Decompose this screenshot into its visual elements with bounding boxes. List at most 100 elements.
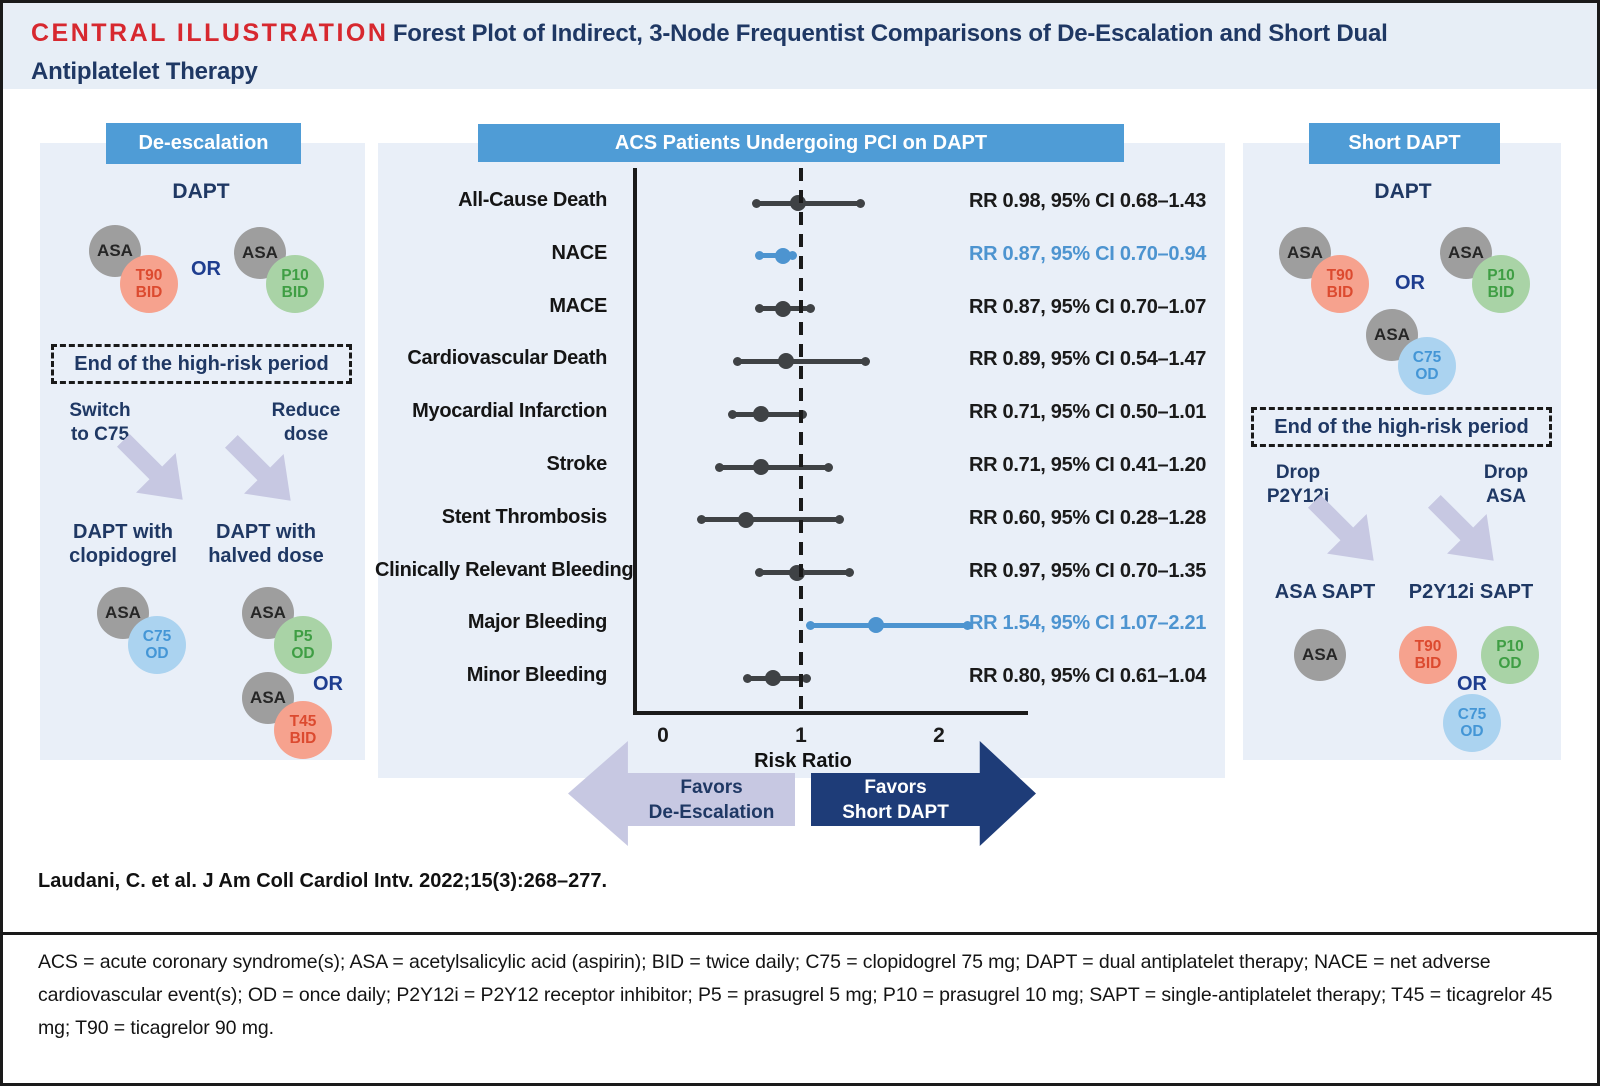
central-illustration-label: CENTRAL ILLUSTRATION — [31, 19, 389, 47]
ci-cap-low — [697, 515, 707, 525]
c75-od-circle: C75 OD — [1443, 694, 1501, 752]
abbreviations-footnote: ACS = acute coronary syndrome(s); ASA = … — [38, 951, 1553, 1039]
drop-p2y12i-arrow-icon — [1307, 489, 1374, 578]
outcome-label: Clinically Relevant Bleeding — [375, 558, 634, 581]
rr-point-marker — [777, 353, 794, 370]
ci-cap-low — [752, 198, 762, 208]
asa-circle: ASA — [242, 672, 294, 724]
favors-short-dapt-label: Favors Short DAPT — [842, 776, 949, 823]
rr-point-marker — [752, 459, 769, 475]
ci-cap-high — [788, 251, 798, 261]
t90-bid-circle: T90 BID — [1399, 626, 1457, 684]
asa-circle: ASA — [1294, 629, 1346, 681]
rr-ci-text: RR 0.89, 95% CI 0.54–1.47 — [969, 348, 1207, 371]
ci-line — [756, 200, 861, 206]
drop-p2y12i-label: Drop P2Y12i — [1266, 462, 1330, 507]
rr-point-marker — [737, 511, 754, 528]
rr-ci-text: RR 0.87, 95% CI 0.70–1.07 — [969, 295, 1207, 318]
p10-bid-circle: P10 BID — [266, 255, 324, 313]
rr-point-marker — [867, 617, 884, 634]
drop-asa-label: Drop ASA — [1483, 462, 1529, 507]
title-band: CENTRAL ILLUSTRATION Forest Plot of Indi… — [3, 3, 1597, 89]
rr-ci-text: RR 0.98, 95% CI 0.68–1.43 — [969, 190, 1207, 212]
ci-cap-low — [755, 568, 765, 578]
switch-to-c75-label: Switch to C75 — [69, 400, 131, 445]
outcome-label: NACE — [551, 241, 608, 264]
citation: Laudani, C. et al. J Am Coll Cardiol Int… — [38, 870, 608, 892]
dapt-label: DAPT — [172, 180, 230, 203]
outcome-label: Major Bleeding — [467, 611, 607, 634]
p2y12i-sapt-label: P2Y12i SAPT — [1408, 581, 1534, 603]
asa-sapt-label: ASA SAPT — [1274, 581, 1376, 603]
reduce-dose-label: Reduce dose — [271, 400, 341, 445]
favors-de-escalation-label: Favors De-Escalation — [648, 776, 775, 823]
outcome-label: Cardiovascular Death — [407, 347, 607, 370]
ci-cap-high — [855, 198, 865, 208]
figure-title-text: Forest Plot of Indirect, 3-Node Frequent… — [31, 20, 1388, 85]
ci-cap-high — [824, 462, 834, 472]
rr-point-marker — [775, 247, 792, 264]
rr-point-marker — [752, 406, 769, 423]
outcome-label: Myocardial Infarction — [412, 400, 607, 423]
or-label: OR — [313, 673, 343, 695]
outcome-label: Stroke — [546, 453, 608, 475]
x-axis-line — [633, 711, 1028, 715]
rr-ci-text: RR 0.60, 95% CI 0.28–1.28 — [969, 506, 1207, 529]
t90-bid-circle: T90 BID — [120, 255, 178, 313]
ci-line — [701, 517, 840, 523]
high-risk-period-box: End of the high-risk period — [51, 344, 352, 384]
x-axis-title: Risk Ratio — [754, 750, 852, 772]
ci-cap-low — [755, 304, 765, 314]
rr-ci-text: RR 0.71, 95% CI 0.41–1.20 — [969, 454, 1207, 476]
ci-cap-high — [861, 356, 871, 366]
ci-cap-low — [733, 356, 743, 366]
short-dapt-header: Short DAPT — [1309, 123, 1500, 164]
or-label: OR — [1395, 272, 1425, 294]
p10-od-circle: P10 OD — [1481, 626, 1539, 684]
rr-ci-text: RR 0.80, 95% CI 0.61–1.04 — [969, 665, 1207, 688]
ci-cap-high — [835, 515, 845, 525]
rr-ci-text: RR 0.71, 95% CI 0.50–1.01 — [969, 401, 1207, 424]
figure-title: CENTRAL ILLUSTRATION Forest Plot of Indi… — [31, 16, 1576, 92]
ci-line — [719, 464, 829, 470]
reduce-arrow-icon — [224, 429, 291, 518]
c75-od-circle: C75 OD — [1398, 337, 1456, 395]
dapt-with-halved-dose-label: DAPT with halved dose — [208, 521, 324, 567]
ci-cap-low — [742, 673, 752, 683]
y-axis-line — [633, 168, 637, 713]
t90-bid-circle: T90 BID — [1311, 255, 1369, 313]
outcome-label: All-Cause Death — [458, 189, 607, 211]
ci-cap-high — [963, 620, 973, 630]
x-axis-tick-label: 2 — [933, 724, 945, 747]
outcome-label: MACE — [549, 294, 607, 317]
dapt-with-clopidogrel-label: DAPT with clopidogrel — [69, 521, 177, 567]
drop-asa-arrow-icon — [1427, 489, 1494, 578]
dapt-label: DAPT — [1374, 180, 1432, 203]
high-risk-period-box: End of the high-risk period — [1251, 407, 1552, 447]
ci-cap-high — [844, 568, 854, 578]
c75-od-circle: C75 OD — [128, 616, 186, 674]
rr-ci-text: RR 1.54, 95% CI 1.07–2.21 — [969, 612, 1207, 635]
rr-point-marker — [765, 670, 782, 687]
footer-divider — [3, 932, 1597, 935]
x-axis-tick-label: 0 — [657, 724, 669, 747]
forest-plot-header: ACS Patients Undergoing PCI on DAPT — [478, 124, 1124, 162]
outcome-label: Stent Thrombosis — [441, 505, 608, 528]
p5-od-circle: P5 OD — [274, 616, 332, 674]
asa-circle: ASA — [234, 227, 286, 279]
rr-ci-text: RR 0.97, 95% CI 0.70–1.35 — [969, 559, 1207, 582]
asa-circle: ASA — [1440, 227, 1492, 279]
switch-arrow-icon — [116, 428, 183, 517]
rr-ci-text: RR 0.87, 95% CI 0.70–0.94 — [969, 242, 1207, 265]
ci-cap-low — [715, 462, 725, 472]
ci-line — [810, 622, 968, 628]
de-escalation-header: De-escalation — [106, 123, 301, 164]
ci-cap-low — [806, 620, 816, 630]
or-label: OR — [191, 258, 221, 280]
t45-bid-circle: T45 BID — [274, 701, 332, 759]
outcome-label: Minor Bleeding — [466, 664, 608, 687]
ci-cap-low — [727, 409, 737, 419]
reference-line-rr1 — [799, 168, 803, 711]
asa-circle: ASA — [97, 587, 149, 639]
